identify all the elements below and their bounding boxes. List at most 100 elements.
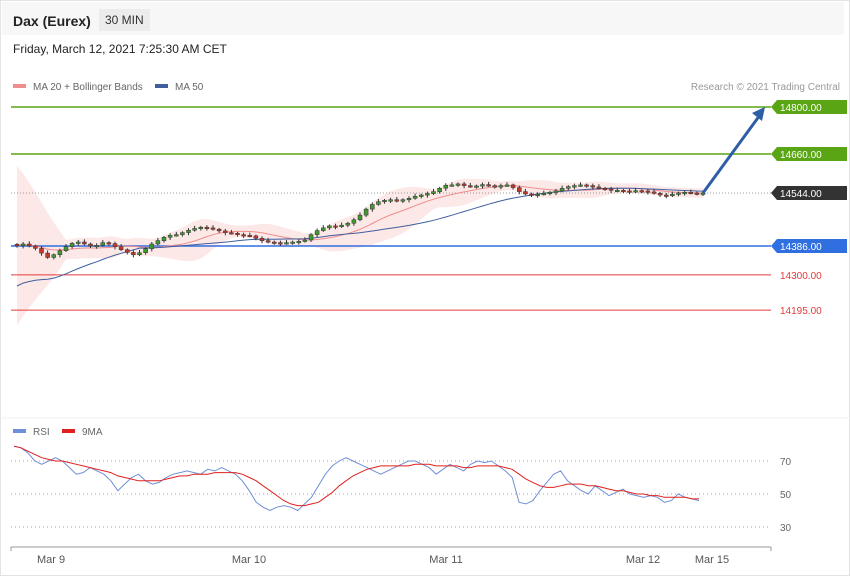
- x-tick-label: Mar 12: [626, 554, 660, 566]
- candle: [63, 244, 69, 252]
- candle: [216, 227, 222, 233]
- candle: [88, 242, 93, 248]
- candle-body-up: [633, 190, 638, 193]
- candle: [682, 190, 687, 196]
- candle: [278, 240, 283, 246]
- candle-body-down: [468, 185, 473, 188]
- candle: [449, 182, 455, 187]
- rsi-legend-swatch: [13, 429, 26, 433]
- candle-body-down: [621, 190, 626, 193]
- timeframe-badge[interactable]: 30 MIN: [99, 9, 150, 31]
- candle-body-up: [290, 241, 295, 244]
- candle-body-up: [547, 192, 553, 195]
- candle-body-down: [39, 248, 44, 254]
- candle-body-up: [192, 228, 197, 231]
- candle-body-up: [676, 192, 681, 195]
- candle: [590, 183, 596, 190]
- research-credit: Research © 2021 Trading Central: [691, 82, 840, 93]
- candle: [639, 189, 645, 193]
- candle-body-down: [651, 191, 657, 194]
- candle-body-down: [82, 241, 87, 245]
- candle-body-down: [106, 242, 112, 245]
- date-line: Friday, March 12, 2021 7:25:30 AM CET: [13, 42, 227, 56]
- candle-body-down: [645, 190, 651, 193]
- candle-body-down: [602, 188, 608, 191]
- candle: [602, 186, 608, 191]
- candle-body-up: [345, 222, 351, 226]
- candle: [388, 197, 393, 203]
- candle: [265, 237, 271, 244]
- candle-body-down: [584, 184, 589, 187]
- candle-body-up: [406, 198, 412, 201]
- candle-body-down: [596, 186, 602, 189]
- candle-body-up: [376, 201, 381, 205]
- candle: [559, 185, 565, 193]
- candle-body-down: [131, 252, 136, 256]
- candle-body-down: [272, 241, 277, 244]
- candle-body-up: [51, 254, 57, 258]
- candle: [376, 199, 381, 206]
- candle: [461, 181, 467, 189]
- candle: [651, 189, 657, 195]
- candle-body-up: [69, 243, 75, 247]
- candle-body-down: [688, 192, 694, 195]
- candle-body-up: [167, 235, 173, 238]
- candle: [553, 188, 559, 195]
- candle-body-down: [27, 243, 32, 247]
- candle-body-down: [278, 242, 283, 245]
- candle-body-up: [174, 234, 179, 237]
- candle: [645, 188, 651, 195]
- candle-body-up: [155, 240, 161, 245]
- candle: [45, 250, 50, 259]
- level-label-14544-00: 14544.00: [780, 189, 822, 200]
- candle: [474, 184, 479, 189]
- candle: [419, 193, 424, 199]
- candle: [517, 185, 522, 195]
- candle-body-down: [247, 235, 253, 238]
- candle-body-down: [259, 238, 265, 241]
- candle: [406, 196, 412, 203]
- instrument-title: Dax (Eurex): [13, 13, 91, 29]
- candle: [425, 191, 430, 198]
- candle: [272, 240, 277, 245]
- level-label-14386-00: 14386.00: [780, 242, 822, 253]
- candle-body-up: [443, 184, 449, 189]
- candle-body-down: [664, 194, 669, 197]
- candle: [259, 236, 265, 244]
- candle: [167, 233, 173, 240]
- candle: [510, 183, 516, 190]
- candle-body-up: [370, 204, 375, 210]
- candle: [321, 225, 326, 232]
- candle-body-down: [492, 185, 498, 188]
- candle: [694, 191, 700, 196]
- candle: [149, 242, 155, 252]
- candle: [498, 183, 504, 190]
- candle: [443, 183, 449, 191]
- ma20-legend-label: MA 20 + Bollinger Bands: [33, 82, 143, 93]
- candle: [370, 202, 375, 212]
- candle-body-down: [265, 240, 271, 243]
- candle: [253, 234, 259, 241]
- rsi-tick-30: 30: [780, 523, 792, 534]
- candle: [664, 193, 669, 199]
- level-label-14195-00: 14195.00: [780, 306, 822, 317]
- forecast-arrow-head: [752, 107, 765, 121]
- candle: [118, 244, 124, 251]
- candle: [596, 184, 602, 190]
- candle: [192, 225, 197, 232]
- x-tick-label: Mar 11: [429, 554, 462, 566]
- candle-body-up: [412, 196, 418, 199]
- candle: [437, 186, 442, 194]
- candle: [400, 198, 406, 203]
- candle-body-up: [535, 194, 540, 197]
- candle-body-down: [639, 190, 645, 193]
- candle: [615, 187, 620, 193]
- candle: [100, 240, 106, 247]
- candle-body-up: [302, 239, 308, 242]
- candle: [314, 228, 320, 238]
- candle: [621, 188, 626, 193]
- candle: [492, 184, 498, 189]
- candle: [394, 197, 400, 203]
- candle-body-down: [461, 183, 467, 186]
- candle: [541, 190, 547, 196]
